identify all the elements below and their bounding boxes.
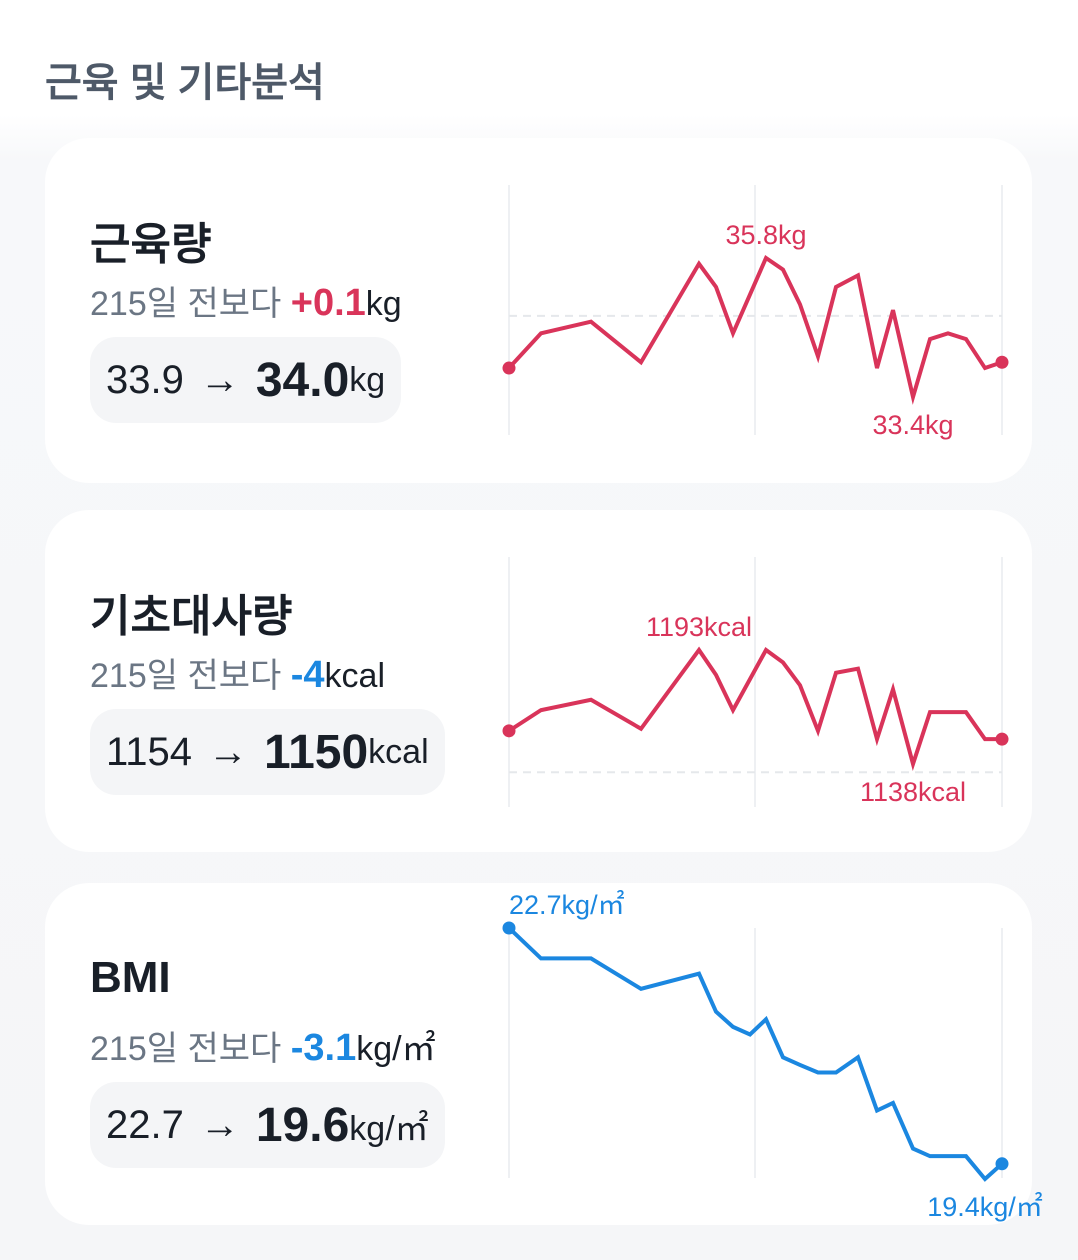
to-value: 1150 — [264, 725, 369, 779]
from-value: 22.7 — [106, 1102, 184, 1147]
delta-unit: kg — [365, 285, 402, 323]
data-point — [995, 1157, 1009, 1171]
value-change-pill: 1154 → 1150 kcal — [90, 709, 445, 795]
arrow-icon: → — [199, 1102, 240, 1147]
delta-text: 215일 전보다 +0.1kg — [90, 276, 402, 325]
data-point — [995, 732, 1009, 746]
arrow-icon: → — [199, 357, 240, 402]
card-title: 기초대사량 — [90, 592, 293, 641]
min-value-label: 33.4kg — [872, 410, 953, 440]
period-text: 215일 전보다 — [90, 285, 282, 323]
series-line — [507, 926, 1004, 1182]
delta-value: +0.1 — [290, 282, 366, 324]
bmi-card[interactable]: BMI 215일 전보다 -3.1kg/㎡ 22.7 → 19.6 kg/㎡ — [45, 883, 1032, 1225]
series-line — [507, 646, 1002, 772]
data-point — [502, 724, 516, 738]
series-line — [507, 254, 1003, 405]
data-point — [502, 921, 516, 935]
delta-text: 215일 전보다 -3.1kg/㎡ — [90, 1021, 436, 1070]
max-value-label: 22.7kg/㎡ — [509, 890, 625, 920]
delta-text: 215일 전보다 -4kcal — [90, 648, 385, 697]
from-value: 1154 — [106, 729, 193, 774]
max-value-label: 35.8kg — [725, 220, 806, 250]
value-change-pill: 33.9 → 34.0 kg — [90, 337, 402, 423]
min-value-label: 19.4kg/㎡ — [927, 1192, 1043, 1222]
data-point — [502, 361, 516, 375]
unit: kcal — [368, 732, 429, 771]
bmr-card[interactable]: 기초대사량 215일 전보다 -4kcal 1154 → 1150 kcal — [45, 510, 1032, 852]
data-point — [995, 355, 1009, 369]
delta-unit: kg/㎡ — [356, 1030, 436, 1068]
value-change-pill: 22.7 → 19.6 kg/㎡ — [90, 1082, 445, 1168]
to-value: 19.6 — [255, 1098, 350, 1152]
section-title: 근육 및 기타분석 — [45, 61, 325, 105]
period-text: 215일 전보다 — [90, 657, 282, 695]
to-value: 34.0 — [255, 353, 350, 407]
period-text: 215일 전보다 — [90, 1030, 282, 1068]
card-title: BMI — [90, 953, 171, 1002]
max-value-label: 1193kcal — [646, 612, 752, 642]
card-title: 근육량 — [90, 220, 212, 269]
unit: kg/㎡ — [349, 1109, 429, 1148]
muscle-mass-card[interactable]: 근육량 215일 전보다 +0.1kg 33.9 → 34.0 kg — [45, 138, 1032, 483]
delta-value: -3.1 — [290, 1027, 357, 1069]
from-value: 33.9 — [106, 357, 184, 402]
min-value-label: 1138kcal — [860, 777, 966, 807]
unit: kg — [349, 360, 386, 399]
delta-unit: kcal — [324, 657, 386, 695]
arrow-icon: → — [208, 729, 249, 774]
delta-value: -4 — [290, 654, 325, 696]
